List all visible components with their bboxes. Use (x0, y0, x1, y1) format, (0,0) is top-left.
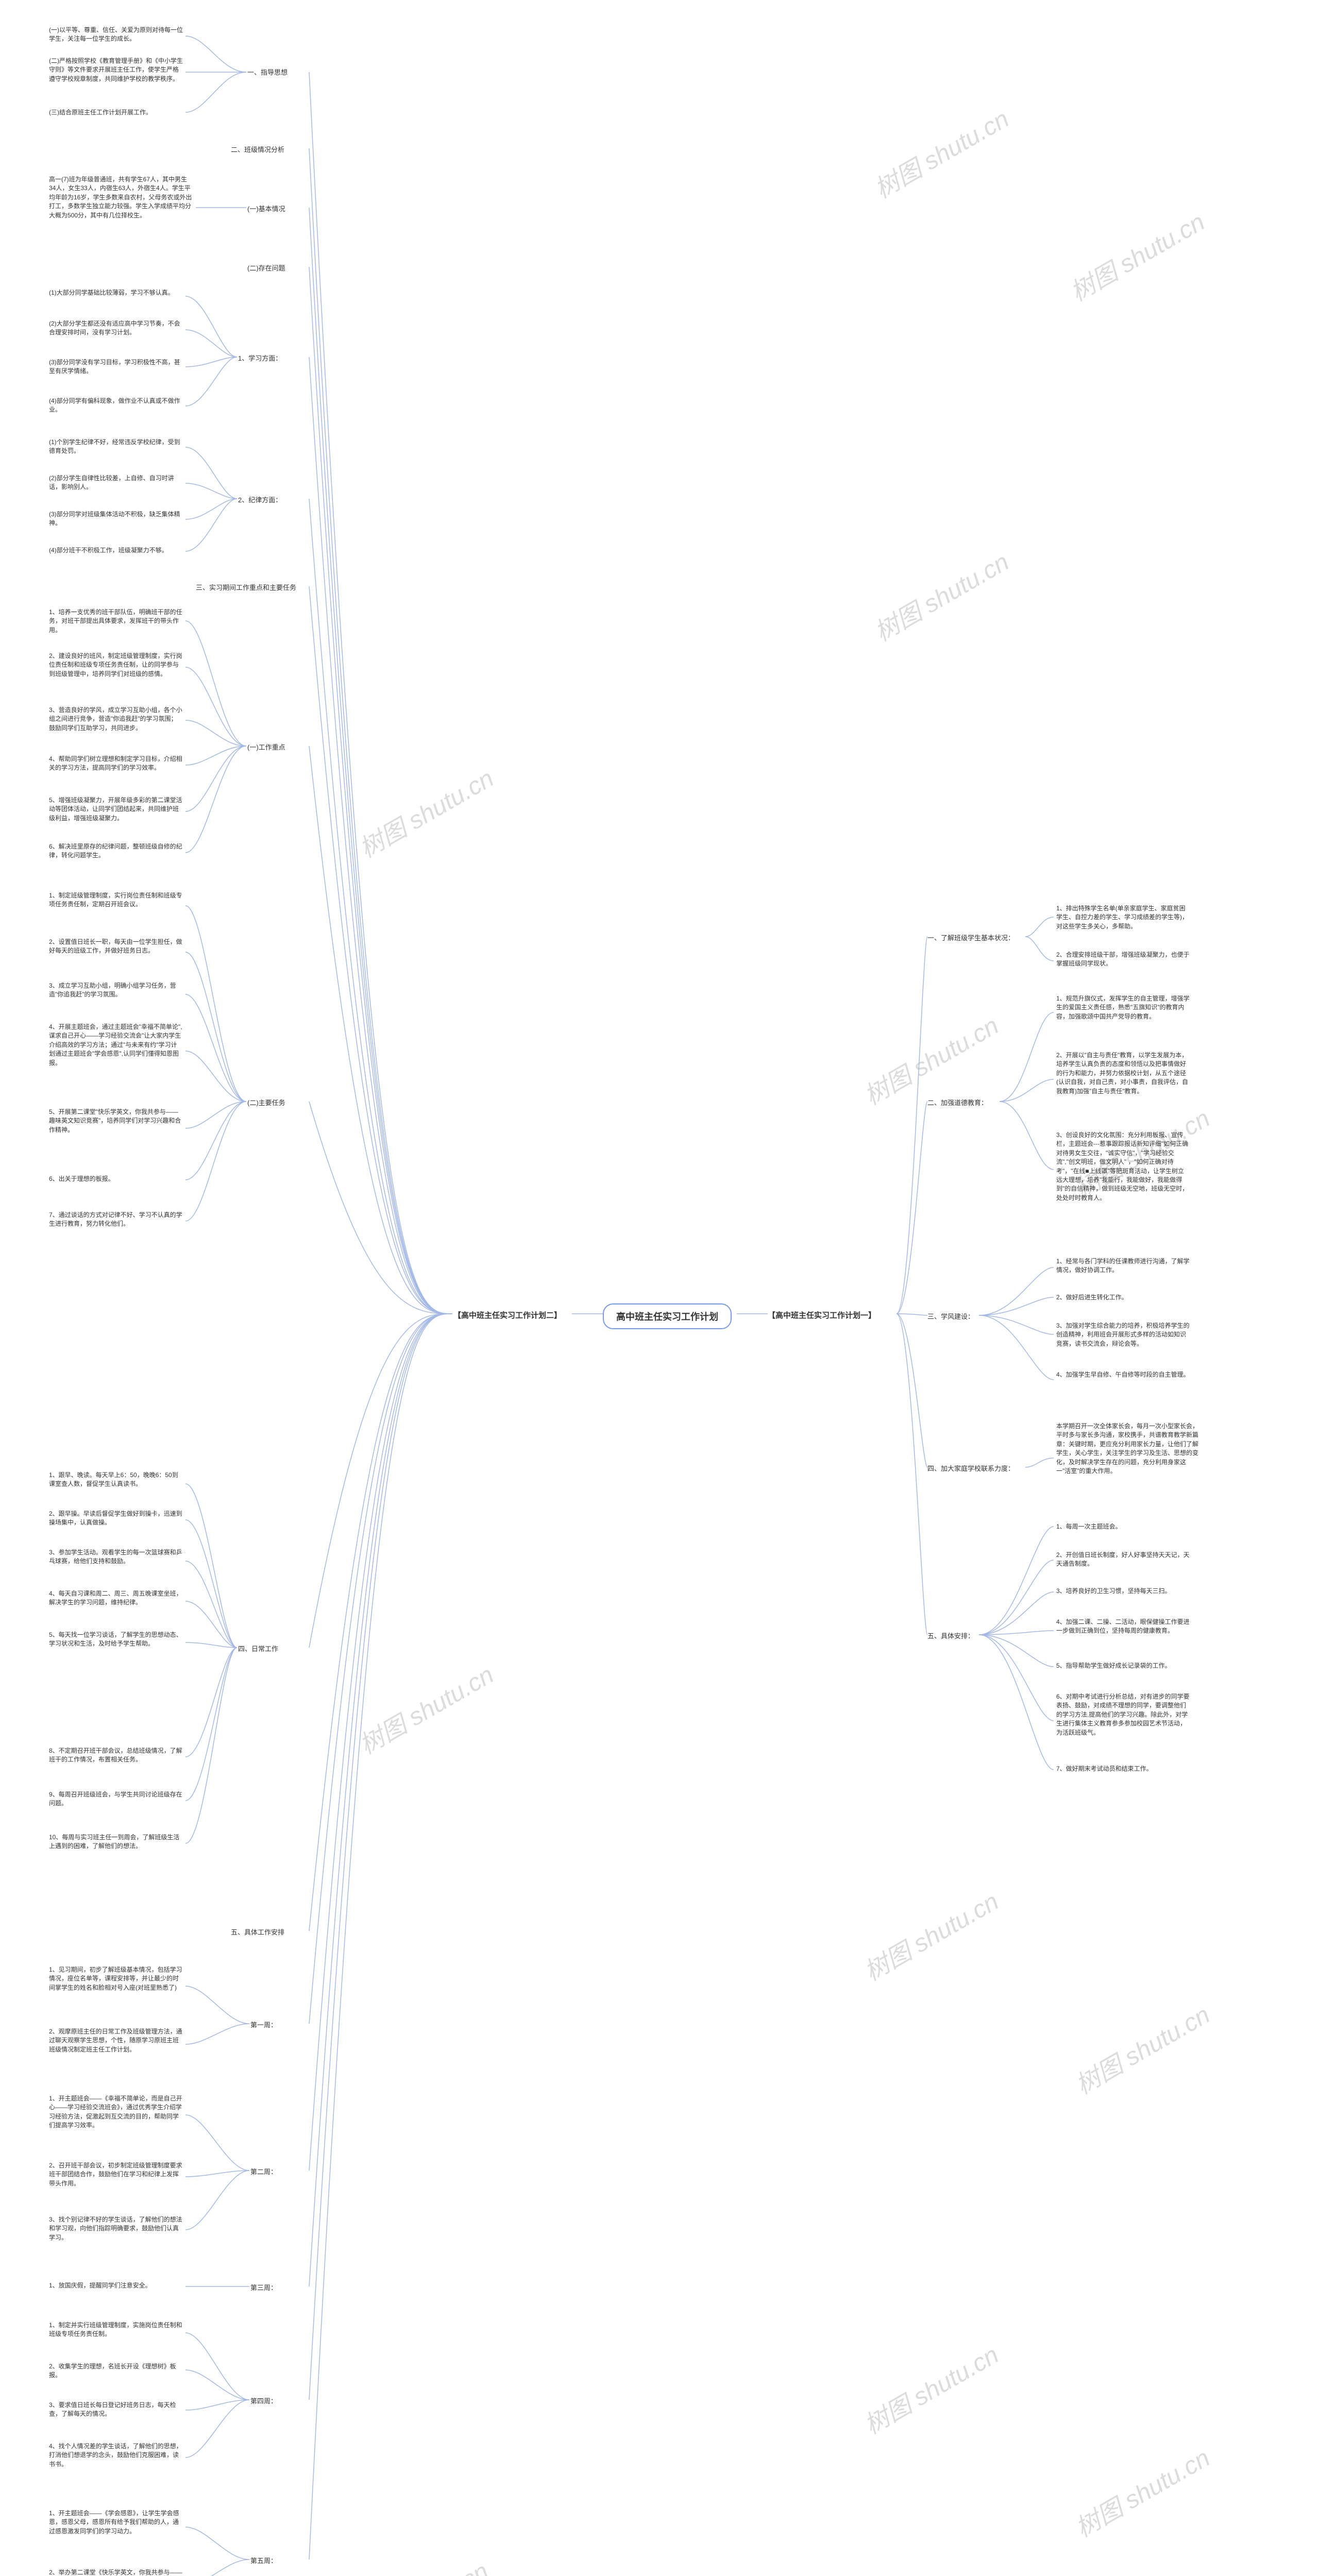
leaf: 5、每天找一位学习谈话，了解学生的思想动态、学习状况和生活，及时给予学生帮助。 (49, 1631, 183, 1649)
l2-left-9: 四、日常工作 (238, 1643, 278, 1653)
l2-right-2: 三、学风建设： (927, 1311, 974, 1321)
l2-left-10: 五、具体工作安排 (231, 1927, 284, 1937)
leaf: 4、找个人情况差的学生谈话，了解他们的思想，打消他们想退学的念头，鼓励他们克服困… (49, 2442, 183, 2469)
leaf: 1、经常与各门学科的任课教师进行沟通，了解学情况，做好协调工作。 (1056, 1257, 1190, 1275)
watermark: 树图 shutu.cn (1068, 2438, 1215, 2544)
leaf: 本学期召开一次全体家长会，每月一次小型家长会，平时多与家长多沟通，家校携手，共谱… (1056, 1422, 1200, 1476)
leaf: 4、加强二课、二操、二活动，眼保健操工作要进一步做到正确到位，坚持每周的健康教育… (1056, 1618, 1190, 1636)
l2-left-8: (二)主要任务 (247, 1097, 285, 1107)
watermark: 树图 shutu.cn (351, 758, 499, 865)
leaf: 2、设置值日班长一职，每天由一位学生担任，做好每天的班级工作，并做好班务日志。 (49, 938, 183, 956)
leaf: 1、培养一支优秀的班干部队伍，明确班干部的任务，对班干部提出具体要求，发挥班干的… (49, 608, 183, 635)
leaf: 1、见习期间，初步了解班级基本情况，包括学习情况，座位名单等，课程安排等，并让最… (49, 1965, 183, 1992)
leaf: 3、营造良好的学风，成立学习互助小组，各个小组之间进行竞争，营造"你追我赶"的学… (49, 706, 183, 733)
l2-left-3: (二)存在问题 (247, 263, 285, 273)
l2-left-5: 2、纪律方面： (238, 495, 282, 504)
leaf: 4、加强学生早自修、午自修等时段的自主管理。 (1056, 1370, 1190, 1379)
leaf: (2)部分学生自律性比较差，上自修、自习时讲话，影响别人。 (49, 474, 183, 492)
watermark: 树图 shutu.cn (856, 2335, 1004, 2441)
l2-left-2: (一)基本情况 (247, 204, 285, 213)
watermark: 树图 shutu.cn (346, 2551, 494, 2576)
leaf: 3、找个别记律不好的学生谈话，了解他们的想法和学习观，向他们指踪明确要求，鼓励他… (49, 2215, 183, 2242)
watermark: 树图 shutu.cn (856, 1006, 1004, 1112)
leaf: 4、每天自习课和周二、周三、周五晚课室坐班，解决学生的学习问题，维持纪律。 (49, 1589, 183, 1607)
leaf: 5、开展第二课堂"快乐学英文，你我共参与——趣味英文知识竞赛"，培养同学们对学习… (49, 1108, 183, 1134)
leaf: (二)严格按照学校《教育管理手册》和《中小学生守则》等文件要求开展班主任工作，使… (49, 57, 183, 83)
leaf: (1)大部分同学基础比较薄弱，学习不够认真。 (49, 289, 174, 297)
leaf: (3)部分同学对班级集体活动不积极，缺乏集体精神。 (49, 510, 183, 528)
leaf: (3)部分同学没有学习目标，学习积极性不高，甚至有厌学情绪。 (49, 358, 183, 376)
leaf: 1、规范升旗仪式，发挥学生的自主管理，增强学生的爱国主义责任感，熟悉"五旗知识"… (1056, 994, 1190, 1021)
leaf: 4、开展主题班会，通过主题班会"幸福不简单论",谋求自己开心——学习经验交流会"… (49, 1023, 183, 1067)
left-main-label: 【高中班主任实习工作计划二】 (453, 1310, 562, 1320)
l2-right-1: 二、加强道德教育： (927, 1097, 988, 1107)
leaf: 高一(7)班为年级普通班，共有学生67人，其中男生34人，女生33人，内宿生63… (49, 175, 193, 220)
leaf: 3、参加学生活动。观看学生的每一次篮球赛和乒乓球赛，给他们支持和鼓励。 (49, 1548, 183, 1566)
leaf: 2、收集学生的理想，名班长开设《理想树》板报。 (49, 2362, 183, 2380)
l2-left-1: 二、班级情况分析 (231, 144, 284, 154)
watermark: 树图 shutu.cn (856, 1882, 1004, 1988)
leaf: 2、开展以"自主与责任"教育，以学生发展为本，培养学生认真负责的态度和领悟以及把… (1056, 1051, 1190, 1096)
leaf: 7、做好期末考试动员和结束工作。 (1056, 1765, 1153, 1773)
l2-left-7: (一)工作重点 (247, 742, 285, 752)
watermark: 树图 shutu.cn (867, 542, 1014, 648)
leaf: 3、培养良好的卫生习惯，坚持每天三扫。 (1056, 1587, 1171, 1596)
leaf: 1、制定班级管理制度，实行岗位责任制和班级专项任务责任制，定期召开班会议。 (49, 891, 183, 909)
leaf: 1、放国庆假，提醒同学们注意安全。 (49, 2281, 151, 2290)
leaf: 3、要求值日班长每日登记好班务日志，每天检查，了解每天的情况。 (49, 2401, 183, 2419)
l2-left-4: 1、学习方面： (238, 353, 282, 363)
leaf: 2、建设良好的班风，制定班级管理制度，实行岗位责任制和班级专项任务责任制，让的同… (49, 652, 183, 679)
leaf: 2、做好后进生转化工作。 (1056, 1293, 1128, 1302)
leaf: 3、创设良好的文化氛围：充分利用板报、宣传栏，主题班会---惹事跟踪报话新知评细… (1056, 1131, 1190, 1202)
l2-left-15: 第五周： (250, 2555, 277, 2565)
leaf: (4)部分班干不积极工作，班级凝聚力不够。 (49, 546, 168, 555)
leaf: 6、对期中考试进行分析总结，对有进步的同学要表扬、鼓励，对成绩不理想的同学，要调… (1056, 1692, 1190, 1737)
leaf: (一)以平等、尊重、信任、关爱为原则对待每一位学生，关注每一位学生的成长。 (49, 26, 183, 44)
leaf: 1、跟早、晚读。每天早上6：50，晚晚6：50到课室查人数，督促学生认真读书。 (49, 1471, 183, 1489)
leaf: 2、合理安排班级干部，增强班级凝聚力，也便于掌握班级同学现状。 (1056, 951, 1190, 969)
connector-lines (0, 0, 1319, 2576)
leaf: 2、举办第二课堂《快乐学英文，你我共参与——趣味英文知识竞赛》，高数字于合，培养… (49, 2568, 183, 2576)
leaf: 2、开创值日班长制度，好人好事坚持天天记，天天通告制度。 (1056, 1551, 1190, 1569)
l2-left-11: 第一周： (250, 2020, 277, 2029)
right-main-label: 【高中班主任实习工作计划一】 (768, 1310, 876, 1320)
leaf: (1)个别学生纪律不好，经常违反学校纪律，受到德育处罚。 (49, 438, 183, 456)
root-node: 高中班主任实习工作计划 (603, 1303, 732, 1329)
watermark: 树图 shutu.cn (867, 99, 1014, 205)
leaf: 1、制定并实行班级管理制度，实施岗位责任制和班级专项任务责任制。 (49, 2321, 183, 2339)
leaf: (三)结合原班主任工作计划开展工作。 (49, 108, 152, 117)
l2-left-13: 第三周： (250, 2282, 277, 2292)
l2-left-6: 三、实习期间工作重点和主要任务 (196, 582, 296, 592)
leaf: 9、每周召开班级班会，与学生共同讨论班级存在问题。 (49, 1790, 183, 1808)
leaf: (4)部分同学有偏科现象，做作业不认真或不做作业。 (49, 397, 183, 415)
watermark: 树图 shutu.cn (1062, 202, 1210, 308)
leaf: 1、每周一次主题班会。 (1056, 1522, 1122, 1531)
leaf: 3、成立学习互助小组，明确小组学习任务，营造"你追我赶"的学习氛围。 (49, 981, 183, 999)
l2-left-0: 一、指导思想 (247, 67, 288, 77)
leaf: 1、排出特殊学生名单(单亲家庭学生、家庭贫困学生、自控力差的学生、学习成绩差的学… (1056, 904, 1190, 931)
leaf: 3、加强对学生综合能力的培养，积极培养学生的创造精神，利用班会开展形式多样的活动… (1056, 1321, 1190, 1348)
leaf: 2、跟早操。早读后督促学生做好到操卡，迅速到操场集中，认真做操。 (49, 1510, 183, 1528)
leaf: 7、通过谈话的方式对记律不好、学习不认真的学生进行教育，努力转化他们。 (49, 1211, 183, 1229)
leaf: 6、解决班里原存的纪律问题，整顿班级自修的纪律，转化问题学生。 (49, 842, 183, 860)
leaf: 1、开主题班会——《学会感恩》，让学生学会感恩，感恩父母，感恩所有给予我们帮助的… (49, 2509, 183, 2536)
l2-left-14: 第四周： (250, 2396, 277, 2405)
leaf: 6、出关于理想的板报。 (49, 1175, 114, 1183)
watermark: 树图 shutu.cn (351, 1655, 499, 1761)
l2-right-0: 一、了解班级学生基本状况： (927, 933, 1014, 942)
leaf: 4、帮助同学们树立理想和制定学习目标，介绍相关的学习方法，提高同学们的学习效率。 (49, 755, 183, 773)
leaf: 2、观摩原班主任的日常工作及班级管理方法，通过聊天观察学生思想，个性，随原学习原… (49, 2027, 183, 2054)
l2-right-3: 四、加大家庭学校联系力度： (927, 1463, 1014, 1473)
watermark: 树图 shutu.cn (1068, 1995, 1215, 2101)
l2-right-4: 五、具体安排： (927, 1631, 974, 1640)
leaf: 2、召开班干部会议，初步制定班级管理制度要求班干部团结合作，鼓励他们在学习和纪律… (49, 2161, 183, 2188)
l2-left-12: 第二周： (250, 2166, 277, 2176)
leaf: 5、指导帮助学生做好成长记录袋的工作。 (1056, 1662, 1171, 1670)
leaf: (2)大部分学生都还没有适应高中学习节奏，不会合理安排时间，没有学习计划。 (49, 319, 183, 337)
leaf: 8、不定期召开班干部会议，总结班级情况，了解班干的工作情况，布置相关任务。 (49, 1747, 183, 1765)
leaf: 1、开主题班会——《幸福不简单论，而是自己开心——学习经验交流班会》，通过优秀学… (49, 2094, 183, 2130)
leaf: 5、增强班级凝聚力，开展年级多彩的第二课堂活动等团体活动，让同学们团结起来，共同… (49, 796, 183, 823)
leaf: 10、每周与实习班主任一到周会，了解班级生活上遇到的困难，了解他们的想法。 (49, 1833, 183, 1851)
